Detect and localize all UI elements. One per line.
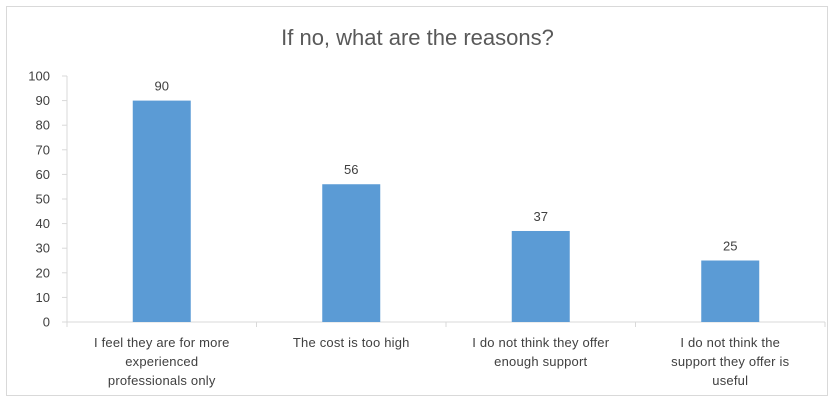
bar	[132, 100, 191, 322]
y-tick-label: 0	[43, 315, 50, 330]
x-category-label: I do not think the support they offer is u…	[640, 333, 820, 390]
x-category-label-line: I do not think they offer	[472, 335, 610, 350]
y-tick-label: 60	[36, 167, 50, 182]
x-category-label: The cost is too high	[261, 333, 441, 352]
y-tick-label: 90	[36, 93, 50, 108]
x-category-label-line: enough support	[494, 354, 588, 369]
y-tick-label: 70	[36, 142, 50, 157]
y-tick-label: 100	[28, 69, 50, 84]
x-category-label-line: support they offer is	[671, 354, 790, 369]
data-label: 90	[155, 79, 169, 94]
bar	[322, 184, 381, 322]
data-label: 56	[344, 162, 358, 177]
y-tick-label: 80	[36, 118, 50, 133]
x-category-label-line: I feel they are for more	[93, 335, 230, 350]
y-tick-label: 50	[36, 192, 50, 207]
x-category-label-line: I do not think the	[680, 335, 781, 350]
chart-title: If no, what are the reasons?	[281, 25, 554, 50]
x-category-label: I feel they are for more experienced profe…	[72, 333, 252, 390]
data-label: 25	[723, 239, 737, 254]
y-tick-label: 20	[36, 265, 50, 280]
x-category-label-line: The cost is too high	[292, 335, 410, 350]
y-tick-label: 40	[36, 216, 50, 231]
bar	[701, 260, 760, 322]
data-label: 37	[534, 209, 548, 224]
y-tick-label: 30	[36, 241, 50, 256]
y-tick-label: 10	[36, 290, 50, 305]
bar	[511, 230, 570, 322]
x-category-label: I do not think they offer enough support	[451, 333, 631, 371]
x-category-label-line: professionals only	[107, 373, 216, 388]
x-category-label-line: useful	[712, 373, 749, 388]
x-category-label-line: experienced	[125, 354, 199, 369]
